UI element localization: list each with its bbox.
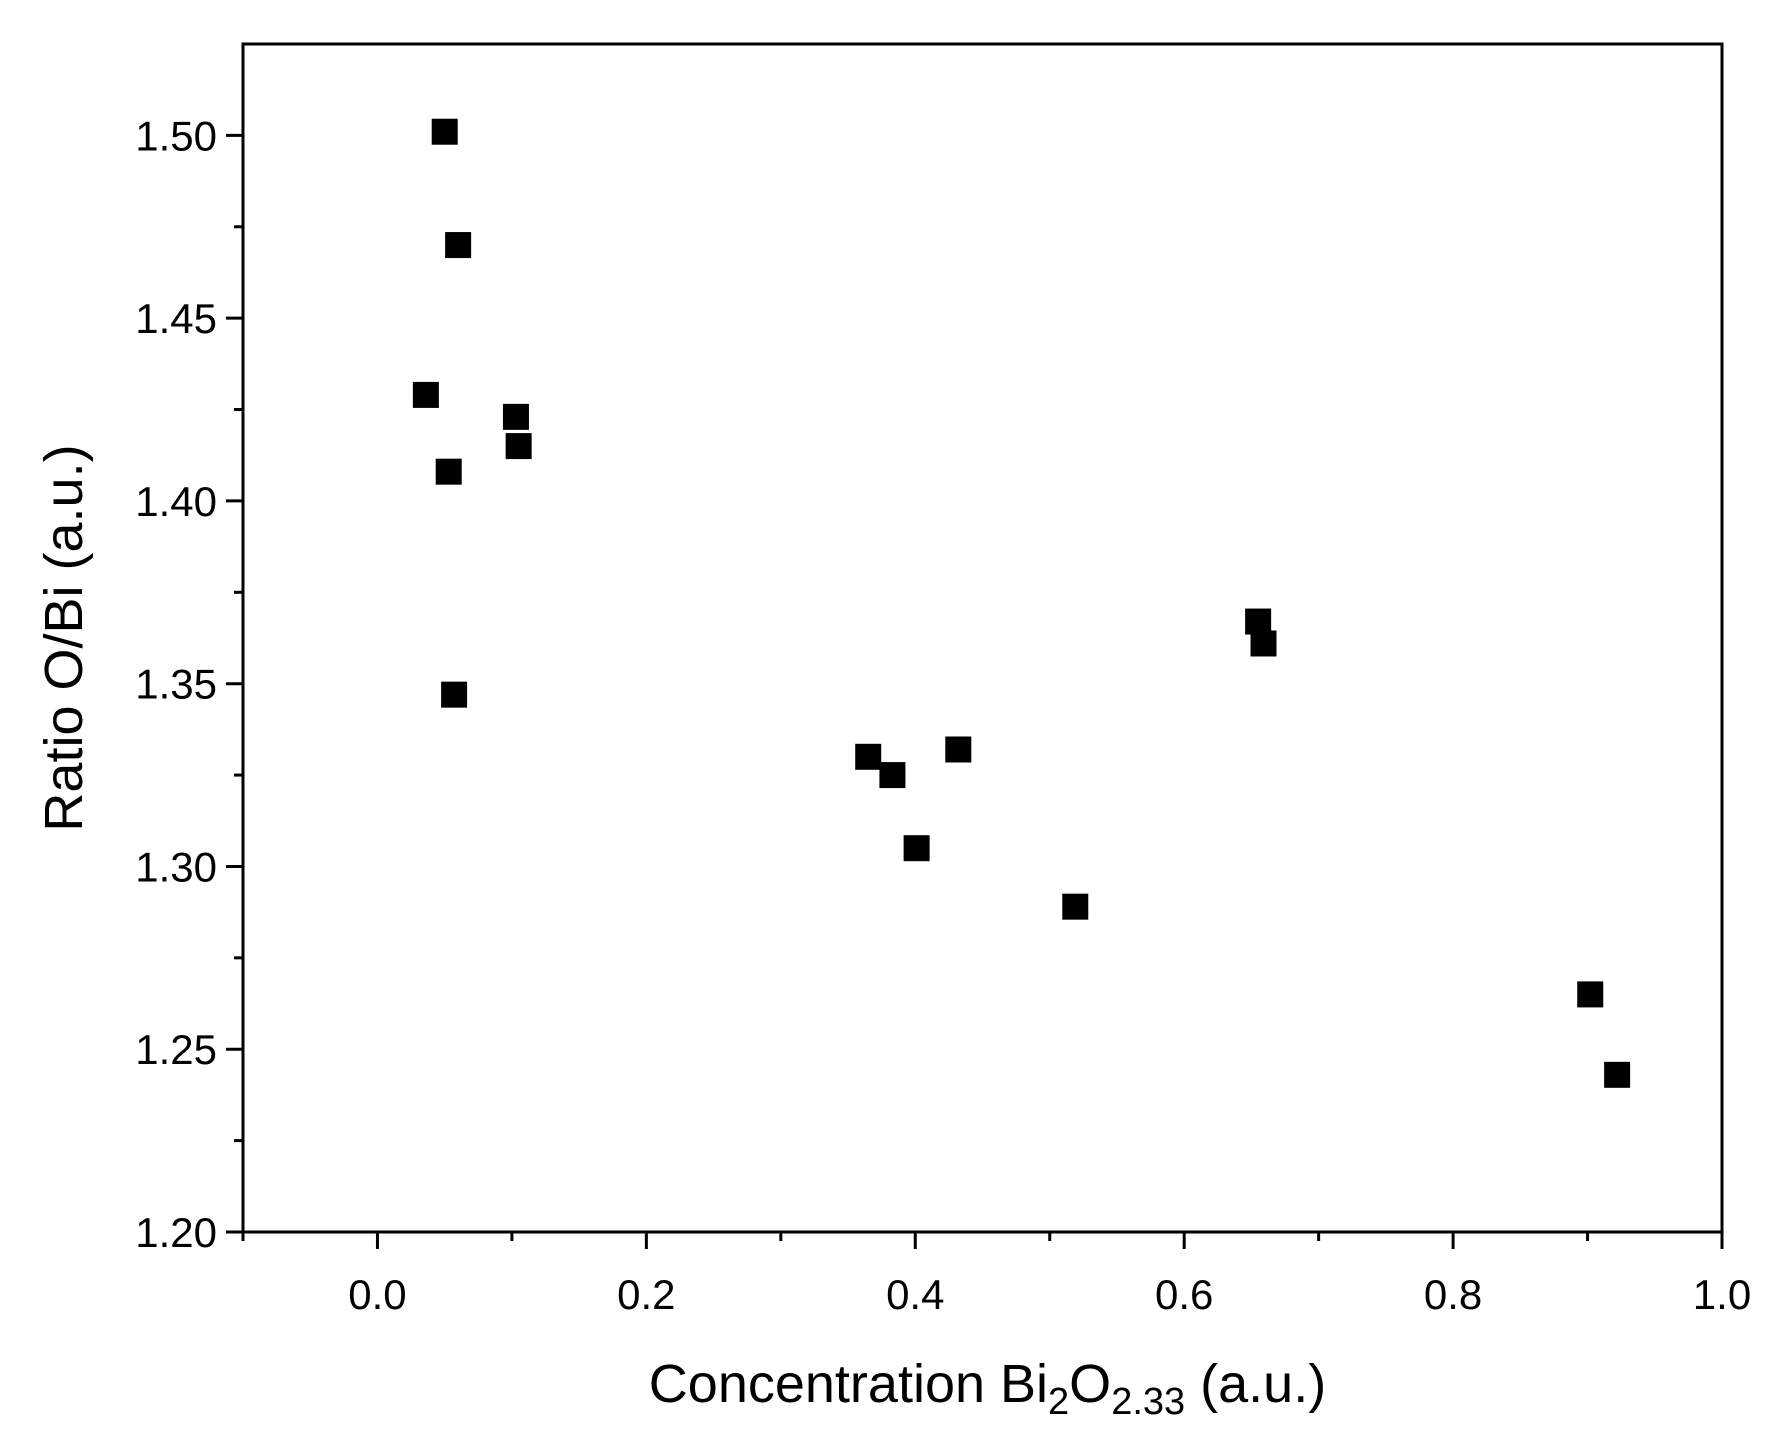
data-point-marker xyxy=(505,433,532,460)
data-point-marker xyxy=(1250,630,1277,657)
x-tick-label: 0.4 xyxy=(886,1271,944,1318)
y-tick-label: 1.45 xyxy=(135,295,217,342)
x-axis-title-text: Concentration Bi xyxy=(649,1354,1048,1414)
x-axis-title-subscript: 2 xyxy=(1048,1381,1069,1423)
data-point-marker xyxy=(1577,981,1604,1008)
x-axis-title-subscript: 2.33 xyxy=(1111,1381,1185,1423)
data-point-marker xyxy=(431,118,458,145)
y-tick-label: 1.50 xyxy=(135,112,217,159)
data-point-marker xyxy=(502,403,529,430)
data-point-marker xyxy=(1245,608,1272,635)
y-axis-title: Ratio O/Bi (a.u.) xyxy=(34,444,94,831)
x-axis-title: Concentration Bi2O2.33 (a.u.) xyxy=(649,1354,1326,1423)
data-point-marker xyxy=(1604,1061,1631,1088)
y-tick-label: 1.30 xyxy=(135,843,217,890)
x-axis-title-text: (a.u.) xyxy=(1185,1354,1326,1414)
data-point-marker xyxy=(441,681,468,708)
data-point-marker xyxy=(435,458,462,485)
data-point-marker xyxy=(1062,893,1089,920)
data-point-marker xyxy=(445,232,472,259)
y-axis-ticks: 1.20 1.25 1.30 1.35 1.40 1.45 1.50 xyxy=(135,112,243,1256)
x-tick-label: 0.6 xyxy=(1155,1271,1213,1318)
data-points xyxy=(412,118,1631,1088)
x-axis-ticks: 0.0 0.2 0.4 0.6 0.8 1.0 xyxy=(241,1232,1751,1318)
y-tick-label: 1.35 xyxy=(135,661,217,708)
data-point-marker xyxy=(855,743,882,770)
x-tick-label: 0.0 xyxy=(348,1271,406,1318)
x-tick-label: 1.0 xyxy=(1693,1271,1751,1318)
data-point-marker xyxy=(879,762,906,789)
plot-frame xyxy=(241,42,1724,1234)
x-axis-title-text: O xyxy=(1069,1354,1111,1414)
data-point-marker xyxy=(903,835,930,862)
y-tick-label: 1.40 xyxy=(135,478,217,525)
y-tick-label: 1.20 xyxy=(135,1209,217,1256)
data-point-marker xyxy=(945,736,972,763)
x-tick-label: 0.8 xyxy=(1424,1271,1482,1318)
data-point-marker xyxy=(412,381,439,408)
y-tick-label: 1.25 xyxy=(135,1026,217,1073)
x-tick-label: 0.2 xyxy=(617,1271,675,1318)
